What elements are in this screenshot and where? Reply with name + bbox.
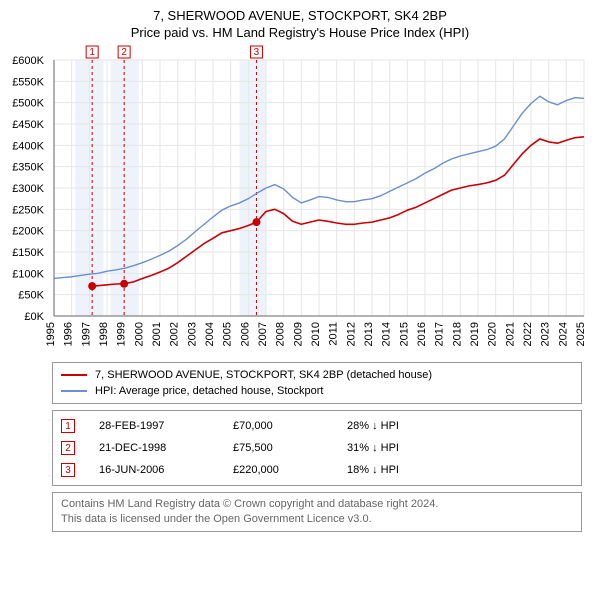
svg-text:1995: 1995 [45,322,57,346]
svg-text:2015: 2015 [398,322,410,346]
legend-row: 7, SHERWOOD AVENUE, STOCKPORT, SK4 2BP (… [61,367,573,383]
svg-text:2002: 2002 [169,322,181,346]
svg-text:£0K: £0K [24,311,44,323]
svg-text:3: 3 [254,47,260,58]
svg-text:2003: 2003 [186,322,198,346]
svg-text:2016: 2016 [416,322,428,346]
svg-text:£600K: £600K [12,55,44,67]
event-price: £75,500 [233,442,323,454]
svg-text:2021: 2021 [504,322,516,346]
svg-text:2008: 2008 [275,322,287,346]
svg-text:£350K: £350K [12,162,44,174]
event-date: 16-JUN-2006 [99,464,209,476]
events-box: 1 28-FEB-1997 £70,000 28% ↓ HPI 2 21-DEC-1998… [52,410,582,486]
svg-text:2014: 2014 [381,322,393,346]
svg-text:1999: 1999 [116,322,128,346]
event-marker: 2 [61,441,75,455]
svg-text:1998: 1998 [98,322,110,346]
svg-text:2009: 2009 [292,322,304,346]
chart-container: 7, SHERWOOD AVENUE, STOCKPORT, SK4 2BP P… [0,0,600,532]
legend-box: 7, SHERWOOD AVENUE, STOCKPORT, SK4 2BP (… [52,362,582,404]
event-row: 1 28-FEB-1997 £70,000 28% ↓ HPI [61,415,573,437]
svg-text:1996: 1996 [63,322,75,346]
event-row: 2 21-DEC-1998 £75,500 31% ↓ HPI [61,437,573,459]
svg-text:2011: 2011 [328,322,340,346]
event-delta: 31% ↓ HPI [347,442,399,454]
svg-text:£300K: £300K [12,183,44,195]
event-delta: 18% ↓ HPI [347,464,399,476]
svg-text:2004: 2004 [204,322,216,346]
svg-text:£100K: £100K [12,268,44,280]
svg-text:£250K: £250K [12,204,44,216]
legend-swatch [61,374,87,376]
svg-text:2005: 2005 [222,322,234,346]
legend-label: HPI: Average price, detached house, Stoc… [95,385,324,397]
legend-label: 7, SHERWOOD AVENUE, STOCKPORT, SK4 2BP (… [95,369,432,381]
svg-text:£500K: £500K [12,98,44,110]
event-delta: 28% ↓ HPI [347,420,399,432]
svg-text:2018: 2018 [451,322,463,346]
svg-text:2022: 2022 [522,322,534,346]
svg-text:2001: 2001 [151,322,163,346]
footer-box: Contains HM Land Registry data © Crown c… [52,492,582,532]
svg-text:2020: 2020 [487,322,499,346]
svg-text:2010: 2010 [310,322,322,346]
svg-text:£550K: £550K [12,76,44,88]
line-chart-svg: £0K£50K£100K£150K£200K£250K£300K£350K£40… [50,46,588,356]
event-price: £220,000 [233,464,323,476]
svg-text:£200K: £200K [12,226,44,238]
event-date: 21-DEC-1998 [99,442,209,454]
title-line1: 7, SHERWOOD AVENUE, STOCKPORT, SK4 2BP [0,0,600,23]
svg-text:2013: 2013 [363,322,375,346]
title-line2: Price paid vs. HM Land Registry's House … [0,23,600,46]
footer-line2: This data is licensed under the Open Gov… [61,512,573,527]
svg-text:1: 1 [89,47,95,58]
event-row: 3 16-JUN-2006 £220,000 18% ↓ HPI [61,459,573,481]
legend-swatch [61,390,87,392]
svg-text:1997: 1997 [80,322,92,346]
chart-area: £0K£50K£100K£150K£200K£250K£300K£350K£40… [50,46,588,356]
svg-text:2023: 2023 [540,322,552,346]
event-price: £70,000 [233,420,323,432]
svg-text:£450K: £450K [12,119,44,131]
footer-line1: Contains HM Land Registry data © Crown c… [61,497,573,512]
svg-text:2012: 2012 [345,322,357,346]
svg-text:£50K: £50K [18,290,44,302]
svg-text:2024: 2024 [557,322,569,346]
svg-text:2025: 2025 [575,322,587,346]
svg-text:2007: 2007 [257,322,269,346]
legend-row: HPI: Average price, detached house, Stoc… [61,383,573,399]
svg-text:2017: 2017 [434,322,446,346]
svg-text:£400K: £400K [12,140,44,152]
svg-text:2006: 2006 [239,322,251,346]
svg-text:2: 2 [121,47,127,58]
svg-text:£150K: £150K [12,247,44,259]
svg-text:2019: 2019 [469,322,481,346]
event-marker: 1 [61,419,75,433]
event-date: 28-FEB-1997 [99,420,209,432]
svg-text:2000: 2000 [133,322,145,346]
event-marker: 3 [61,463,75,477]
